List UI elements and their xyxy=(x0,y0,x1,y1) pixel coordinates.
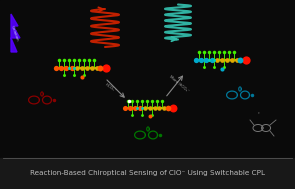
Bar xyxy=(0,0,295,158)
Text: More HCO₃⁻: More HCO₃⁻ xyxy=(168,75,190,93)
Text: HCO₃⁻: HCO₃⁻ xyxy=(104,83,117,93)
Text: e⁻: e⁻ xyxy=(258,111,262,115)
Text: Gelation: Gelation xyxy=(10,25,19,42)
Bar xyxy=(0,158,295,189)
Text: Reaction-Based Chiroptical Sensing of ClO⁻ Using Switchable CPL: Reaction-Based Chiroptical Sensing of Cl… xyxy=(30,170,265,176)
Polygon shape xyxy=(11,14,20,52)
